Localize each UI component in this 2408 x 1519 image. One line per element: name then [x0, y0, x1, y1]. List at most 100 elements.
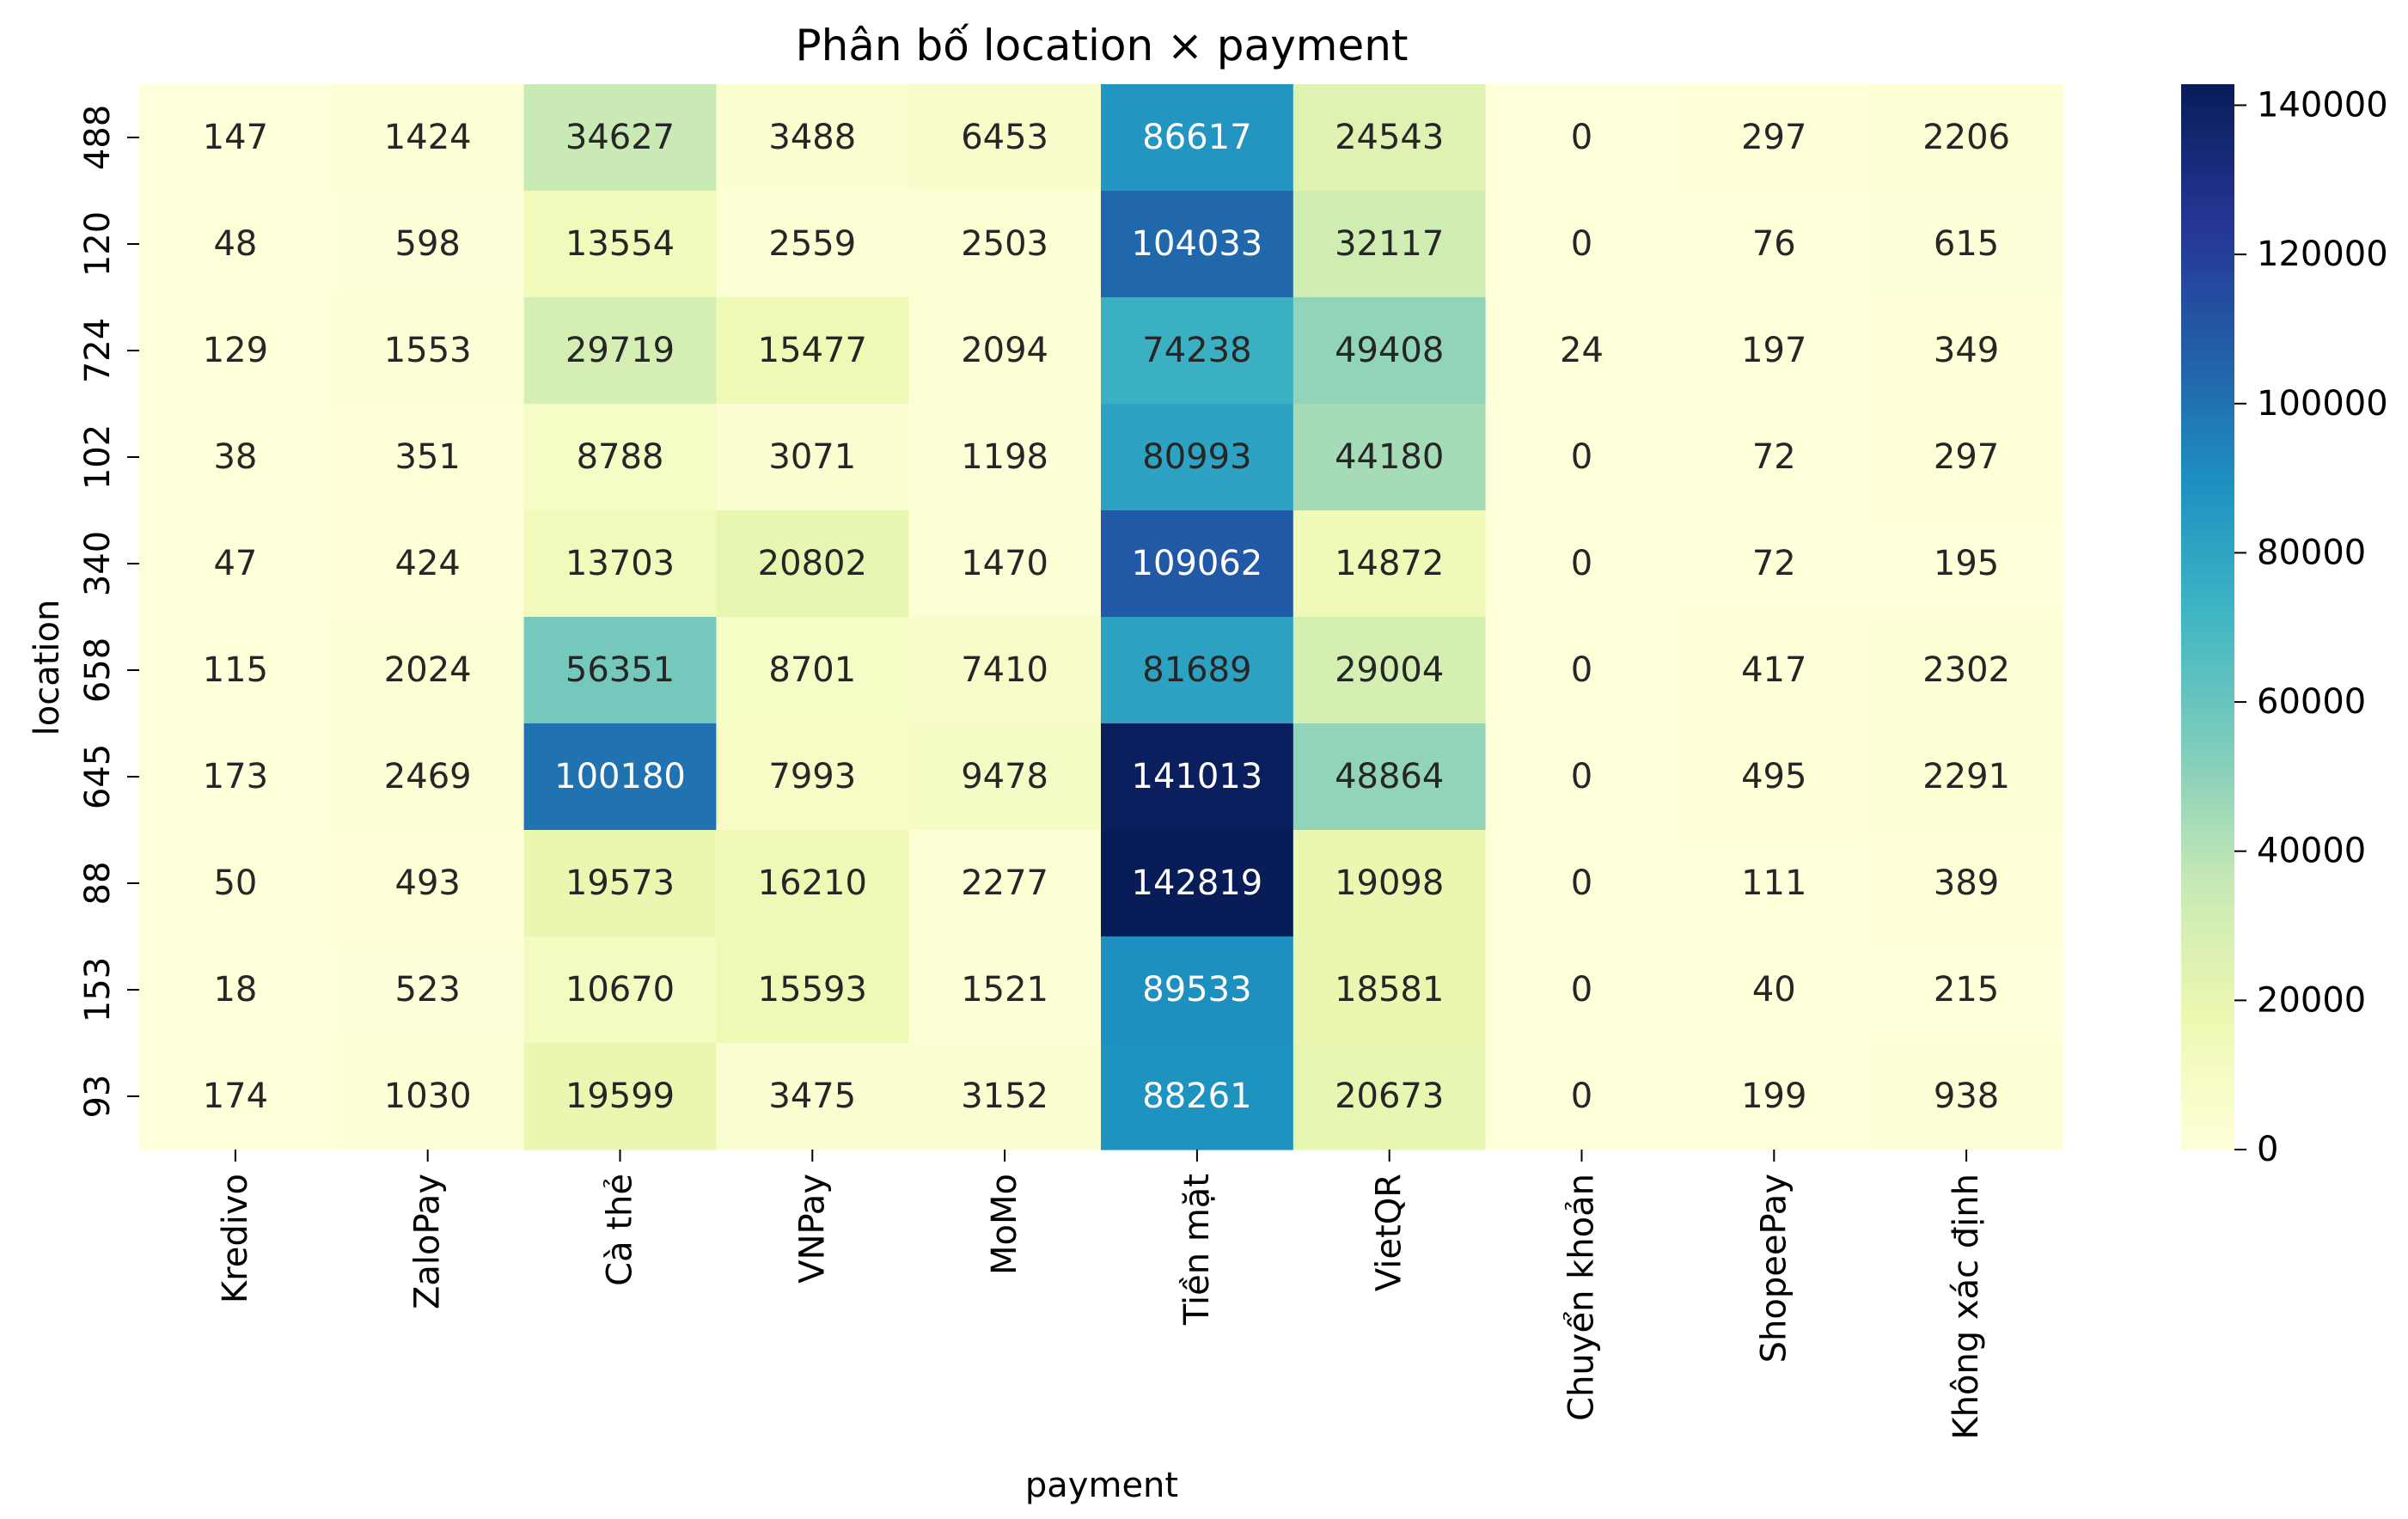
colorbar-segment: [2181, 457, 2234, 463]
colorbar-segment: [2181, 297, 2234, 303]
colorbar-segment: [2181, 414, 2234, 421]
heatmap-cell: [716, 84, 909, 192]
colorbar-segment: [2181, 404, 2234, 410]
cell-value-label: 0: [1571, 650, 1592, 690]
colorbar-segment: [2181, 697, 2234, 703]
cell-value-label: 18: [213, 970, 257, 1010]
heatmap-cell: [1101, 617, 1294, 724]
colorbar-segment: [2181, 510, 2234, 516]
colorbar-segment: [2181, 835, 2234, 842]
colorbar-segment: [2181, 286, 2234, 293]
cell-value-label: 89533: [1142, 970, 1251, 1010]
colorbar-tick-label: 60000: [2257, 682, 2366, 722]
cell-value-label: 129: [203, 331, 268, 370]
x-tick-label: Tiền mặt: [1177, 1174, 1217, 1326]
heatmap-cell: [908, 297, 1102, 405]
colorbar-segment: [2181, 1080, 2234, 1087]
heatmap-cell: [1101, 830, 1294, 937]
heatmap-cell: [331, 723, 525, 831]
colorbar-segment: [2181, 1075, 2234, 1082]
heatmap-cell: [1101, 1043, 1294, 1150]
colorbar-segment: [2181, 164, 2234, 170]
colorbar-segment: [2181, 574, 2234, 581]
cell-value-label: 32117: [1335, 224, 1444, 264]
colorbar-segment: [2181, 201, 2234, 208]
colorbar-segment: [2181, 1144, 2234, 1150]
cell-value-label: 1470: [961, 544, 1048, 583]
heatmap-cell: [1870, 84, 2063, 192]
heatmap-cell: [1101, 191, 1294, 298]
heatmap-cell: [1870, 936, 2063, 1044]
colorbar-tick-label: 40000: [2257, 832, 2366, 871]
colorbar-segment: [2181, 537, 2234, 543]
colorbar-segment: [2181, 436, 2234, 442]
colorbar-segment: [2181, 393, 2234, 400]
heatmap-cell: [716, 297, 909, 405]
cell-value-label: 7993: [768, 757, 856, 796]
colorbar-segment: [2181, 276, 2234, 283]
heatmap-cell: [331, 191, 525, 298]
cell-value-label: 9478: [961, 757, 1048, 796]
colorbar-segment: [2181, 777, 2234, 783]
cell-value-label: 195: [1934, 544, 1999, 583]
cell-value-label: 938: [1934, 1077, 1999, 1116]
cell-value-label: 8701: [768, 650, 856, 690]
colorbar-segment: [2181, 979, 2234, 985]
colorbar-segment: [2181, 760, 2234, 767]
colorbar-segment: [2181, 291, 2234, 298]
colorbar-segment: [2181, 158, 2234, 165]
colorbar-segment: [2181, 137, 2234, 143]
cell-value-label: 0: [1571, 437, 1592, 477]
heatmap-cell: [1485, 84, 1678, 192]
colorbar-segment: [2181, 111, 2234, 117]
colorbar-segment: [2181, 302, 2234, 309]
colorbar-segment: [2181, 830, 2234, 836]
colorbar-segment: [2181, 894, 2234, 900]
cell-value-label: 40: [1752, 970, 1796, 1010]
colorbar-segment: [2181, 691, 2234, 698]
colorbar-segment: [2181, 968, 2234, 975]
colorbar-segment: [2181, 233, 2234, 240]
x-axis-ticks: Kredivo ZaloPay Cà thẻ VNPay MoMo Tiền mặt Vie…: [216, 1150, 1986, 1440]
heatmap-cell: [139, 936, 333, 1044]
x-tick-label: VietQR: [1370, 1174, 1409, 1291]
heatmap-cell: [1293, 404, 1487, 511]
heatmap-cell: [1485, 830, 1678, 937]
heatmap-cell: [523, 1043, 717, 1150]
cell-value-label: 0: [1571, 970, 1592, 1010]
colorbar-segment: [2181, 782, 2234, 789]
colorbar-segment: [2181, 143, 2234, 149]
colorbar-segment: [2181, 654, 2234, 661]
heatmap-cell: [1678, 510, 1871, 618]
heatmap-cell: [908, 723, 1102, 831]
colorbar-segment: [2181, 936, 2234, 943]
cell-value-label: 16210: [758, 863, 867, 903]
cell-value-label: 72: [1752, 544, 1796, 583]
colorbar-segment: [2181, 334, 2234, 341]
y-tick-label: 340: [78, 531, 118, 596]
heatmap-cell: [716, 936, 909, 1044]
colorbar-segment: [2181, 644, 2234, 650]
cell-value-label: 3071: [768, 437, 856, 477]
colorbar-segment: [2181, 238, 2234, 245]
cell-value-label: 2469: [384, 757, 472, 796]
colorbar-segment: [2181, 371, 2234, 378]
colorbar-segment: [2181, 451, 2234, 458]
heatmap-cell: [1293, 84, 1487, 192]
cell-value-label: 389: [1934, 863, 1999, 903]
colorbar-segment: [2181, 584, 2234, 591]
colorbar-segment: [2181, 595, 2234, 602]
heatmap-cell: [1485, 510, 1678, 618]
heatmap-cell: [1678, 191, 1871, 298]
colorbar-segment: [2181, 95, 2234, 101]
colorbar-segment: [2181, 766, 2234, 772]
colorbar-segment: [2181, 862, 2234, 869]
heatmap-cell: [1293, 830, 1487, 937]
cell-value-label: 2024: [384, 650, 472, 690]
colorbar-segment: [2181, 382, 2234, 389]
heatmap-cell: [908, 1043, 1102, 1150]
colorbar-segment: [2181, 995, 2234, 1002]
heatmap-cell: [523, 191, 717, 298]
y-tick-label: 658: [78, 637, 118, 703]
cell-value-label: 19599: [565, 1077, 675, 1116]
